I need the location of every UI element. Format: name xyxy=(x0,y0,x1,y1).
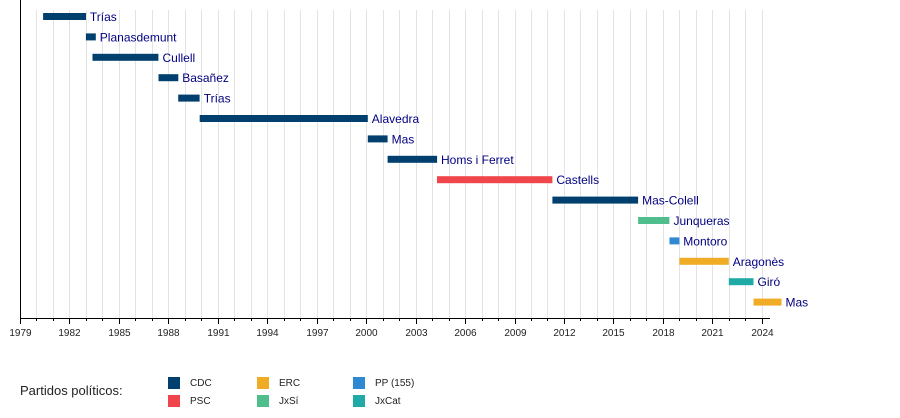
bar-label: Junqueras xyxy=(674,214,730,228)
bar-label: Homs i Ferret xyxy=(441,153,514,167)
bar xyxy=(387,155,438,163)
legend-item: JxCat xyxy=(353,393,401,409)
x-tick-label: 2000 xyxy=(355,328,378,339)
legend-item: JxSí xyxy=(257,393,298,409)
legend-swatch xyxy=(168,377,180,389)
bar-label: Castells xyxy=(556,173,599,187)
x-tick-label: 1991 xyxy=(207,328,230,339)
legend-label: ERC xyxy=(279,377,301,389)
bar xyxy=(178,94,200,102)
legend-swatch xyxy=(168,395,180,407)
bar xyxy=(437,176,553,184)
legend-label: PSC xyxy=(190,395,211,407)
bars-group: Trías Planasdemunt Cullell Basañez Trías Alav… xyxy=(43,10,808,310)
bar xyxy=(552,196,639,204)
bar xyxy=(728,278,754,286)
x-tick-label: 2003 xyxy=(405,328,428,339)
bar xyxy=(638,217,670,224)
legend: CDC PSC ERC JxSí PP (155) JxCat xyxy=(168,375,498,409)
bar-label: Trías xyxy=(90,10,117,24)
legend-item: PP (155) xyxy=(353,375,414,391)
bar-label: Basañez xyxy=(182,71,229,85)
x-tick-label: 2018 xyxy=(652,328,675,339)
x-tick-label: 2015 xyxy=(602,328,625,339)
x-tick-label: 1997 xyxy=(306,328,329,339)
x-tick-label: 2021 xyxy=(701,328,724,339)
bar-label: Trías xyxy=(204,92,231,106)
gridlines xyxy=(20,10,763,318)
x-tick-label: 1988 xyxy=(157,328,180,339)
legend-label: CDC xyxy=(190,377,212,389)
legend-swatch xyxy=(257,395,269,407)
bar xyxy=(158,74,179,82)
legend-swatch xyxy=(257,377,269,389)
bar-label: Mas xyxy=(392,132,415,146)
bar xyxy=(199,115,368,122)
x-tick-label: 2024 xyxy=(751,328,774,339)
x-tick-label: 2009 xyxy=(504,328,527,339)
x-tick-label: 1994 xyxy=(256,328,279,339)
legend-label: PP (155) xyxy=(375,377,415,389)
legend-item: CDC xyxy=(168,375,212,391)
x-axis: 1979 1982 1985 1988 1991 1994 1997 2000 2003 2006… xyxy=(9,0,774,339)
bar-label: Planasdemunt xyxy=(100,30,177,44)
bar xyxy=(43,13,86,20)
legend-swatch xyxy=(353,395,365,407)
legend-swatch xyxy=(353,377,365,389)
legend-title: Partidos políticos: xyxy=(20,383,123,398)
x-tick-label: 1979 xyxy=(9,328,32,339)
bar-label: Alavedra xyxy=(372,112,420,126)
x-tick-label: 2006 xyxy=(454,328,477,339)
bar xyxy=(753,298,782,306)
legend-item: PSC xyxy=(168,393,211,409)
bar xyxy=(85,33,96,41)
x-tick-label: 2012 xyxy=(553,328,576,339)
bar-label: Mas-Colell xyxy=(642,194,699,208)
legend-item: ERC xyxy=(257,375,300,391)
bar xyxy=(669,237,680,245)
x-tick-label: 1985 xyxy=(108,328,131,339)
bar xyxy=(679,257,729,265)
legend-label: JxCat xyxy=(375,395,401,407)
legend-label: JxSí xyxy=(279,395,299,407)
bar-label: Cullell xyxy=(163,51,196,65)
bar xyxy=(367,135,388,143)
bar-label: Giró xyxy=(758,275,781,289)
bar-label: Montoro xyxy=(683,234,727,248)
bar xyxy=(92,53,159,61)
bar-label: Mas xyxy=(786,296,809,310)
bar-label: Aragonès xyxy=(733,255,784,269)
x-tick-label: 1982 xyxy=(58,328,81,339)
